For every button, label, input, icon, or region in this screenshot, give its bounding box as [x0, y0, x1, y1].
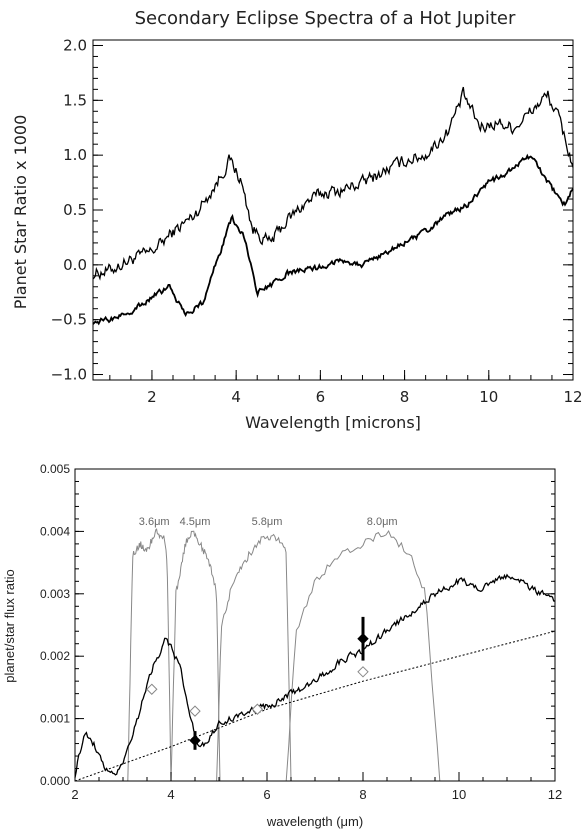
top-chart-xtick-label: 10	[479, 388, 498, 406]
bottom-chart-ticks: 2 4 6 8 10 12 0.000 0.001 0.002 0.003 0.004 0.005	[40, 462, 562, 802]
top-chart-series-1-line	[92, 86, 574, 281]
top-chart-series-2-line	[92, 153, 574, 326]
top-chart-ytick-label: −0.5	[51, 311, 87, 329]
bottom-chart-xtick-label: 8	[359, 787, 366, 802]
bottom-chart-xlabel: wavelength (μm)	[266, 814, 363, 829]
bottom-chart-series-group	[74, 573, 556, 782]
top-chart-xtick-label: 6	[316, 388, 326, 406]
bottom-chart-observation-point	[189, 734, 201, 747]
bottom-chart-filter-labels: 3.6μm 4.5μm 5.8μm 8.0μm	[139, 516, 398, 528]
bottom-chart-xtick-label: 2	[71, 787, 78, 802]
top-chart: Secondary Eclipse Spectra of a Hot Jupit…	[11, 8, 583, 432]
bottom-chart-model-line	[74, 573, 556, 778]
bottom-chart-filter-curve-2	[170, 530, 221, 782]
top-chart-title: Secondary Eclipse Spectra of a Hot Jupit…	[135, 8, 516, 29]
bottom-chart-ytick-label: 0.003	[40, 587, 70, 601]
bottom-chart-filter-curve-4	[285, 529, 441, 782]
bottom-chart-filter-curves	[127, 528, 441, 782]
bottom-chart-xtick-label: 4	[167, 787, 174, 802]
top-chart-ytick-label: 0.5	[63, 201, 87, 219]
bottom-chart-xtick-label: 12	[548, 787, 562, 802]
bottom-chart: 3.6μm 4.5μm 5.8μm 8.0μm 2 4 6 8 10 12 0.000 0.001 0…	[2, 462, 562, 829]
top-chart-series-group	[92, 86, 574, 326]
top-chart-ytick-label: 1.5	[63, 91, 87, 109]
bottom-chart-filter-label: 5.8μm	[252, 516, 283, 528]
bottom-chart-ylabel: planet/star flux ratio	[2, 569, 17, 682]
bottom-chart-filter-curve-3	[216, 533, 292, 782]
top-chart-xtick-label: 2	[147, 388, 157, 406]
top-chart-ytick-label: 1.0	[63, 146, 87, 164]
top-chart-ticks: 2 4 6 8 10 12 −1.0 −0.5 0.0 0.5 1.0 1.5 2.0	[51, 36, 583, 406]
bottom-chart-band-model-point	[357, 666, 369, 678]
bottom-chart-ytick-label: 0.001	[40, 712, 70, 726]
top-chart-ylabel: Planet Star Ratio x 1000	[11, 115, 30, 310]
bottom-chart-band-model-point	[189, 705, 201, 717]
bottom-chart-ytick-label: 0.004	[40, 524, 70, 538]
bottom-chart-filter-label: 8.0μm	[367, 516, 398, 528]
bottom-chart-filter-label: 4.5μm	[180, 516, 211, 528]
bottom-chart-xtick-label: 6	[263, 787, 270, 802]
bottom-chart-ytick-label: 0.002	[40, 649, 70, 663]
top-chart-ytick-label: 2.0	[63, 36, 87, 54]
bottom-chart-points	[146, 616, 369, 750]
bottom-chart-band-model-point	[251, 703, 264, 715]
bottom-chart-filter-curve-1	[127, 528, 172, 782]
bottom-chart-observation-point	[357, 633, 369, 645]
top-chart-xlabel: Wavelength [microns]	[245, 413, 421, 432]
top-chart-xtick-label: 4	[231, 388, 241, 406]
bottom-chart-ytick-label: 0.005	[40, 462, 70, 476]
top-chart-ytick-label: 0.0	[63, 256, 87, 274]
bottom-chart-blackbody-line	[74, 630, 556, 782]
bottom-chart-band-model-point	[146, 683, 158, 695]
top-chart-ytick-label: −1.0	[51, 366, 87, 384]
bottom-chart-filter-label: 3.6μm	[139, 516, 170, 528]
bottom-chart-xtick-label: 10	[452, 787, 466, 802]
top-chart-xtick-label: 12	[563, 388, 582, 406]
top-chart-xtick-label: 8	[400, 388, 410, 406]
bottom-chart-ytick-label: 0.000	[40, 774, 70, 788]
